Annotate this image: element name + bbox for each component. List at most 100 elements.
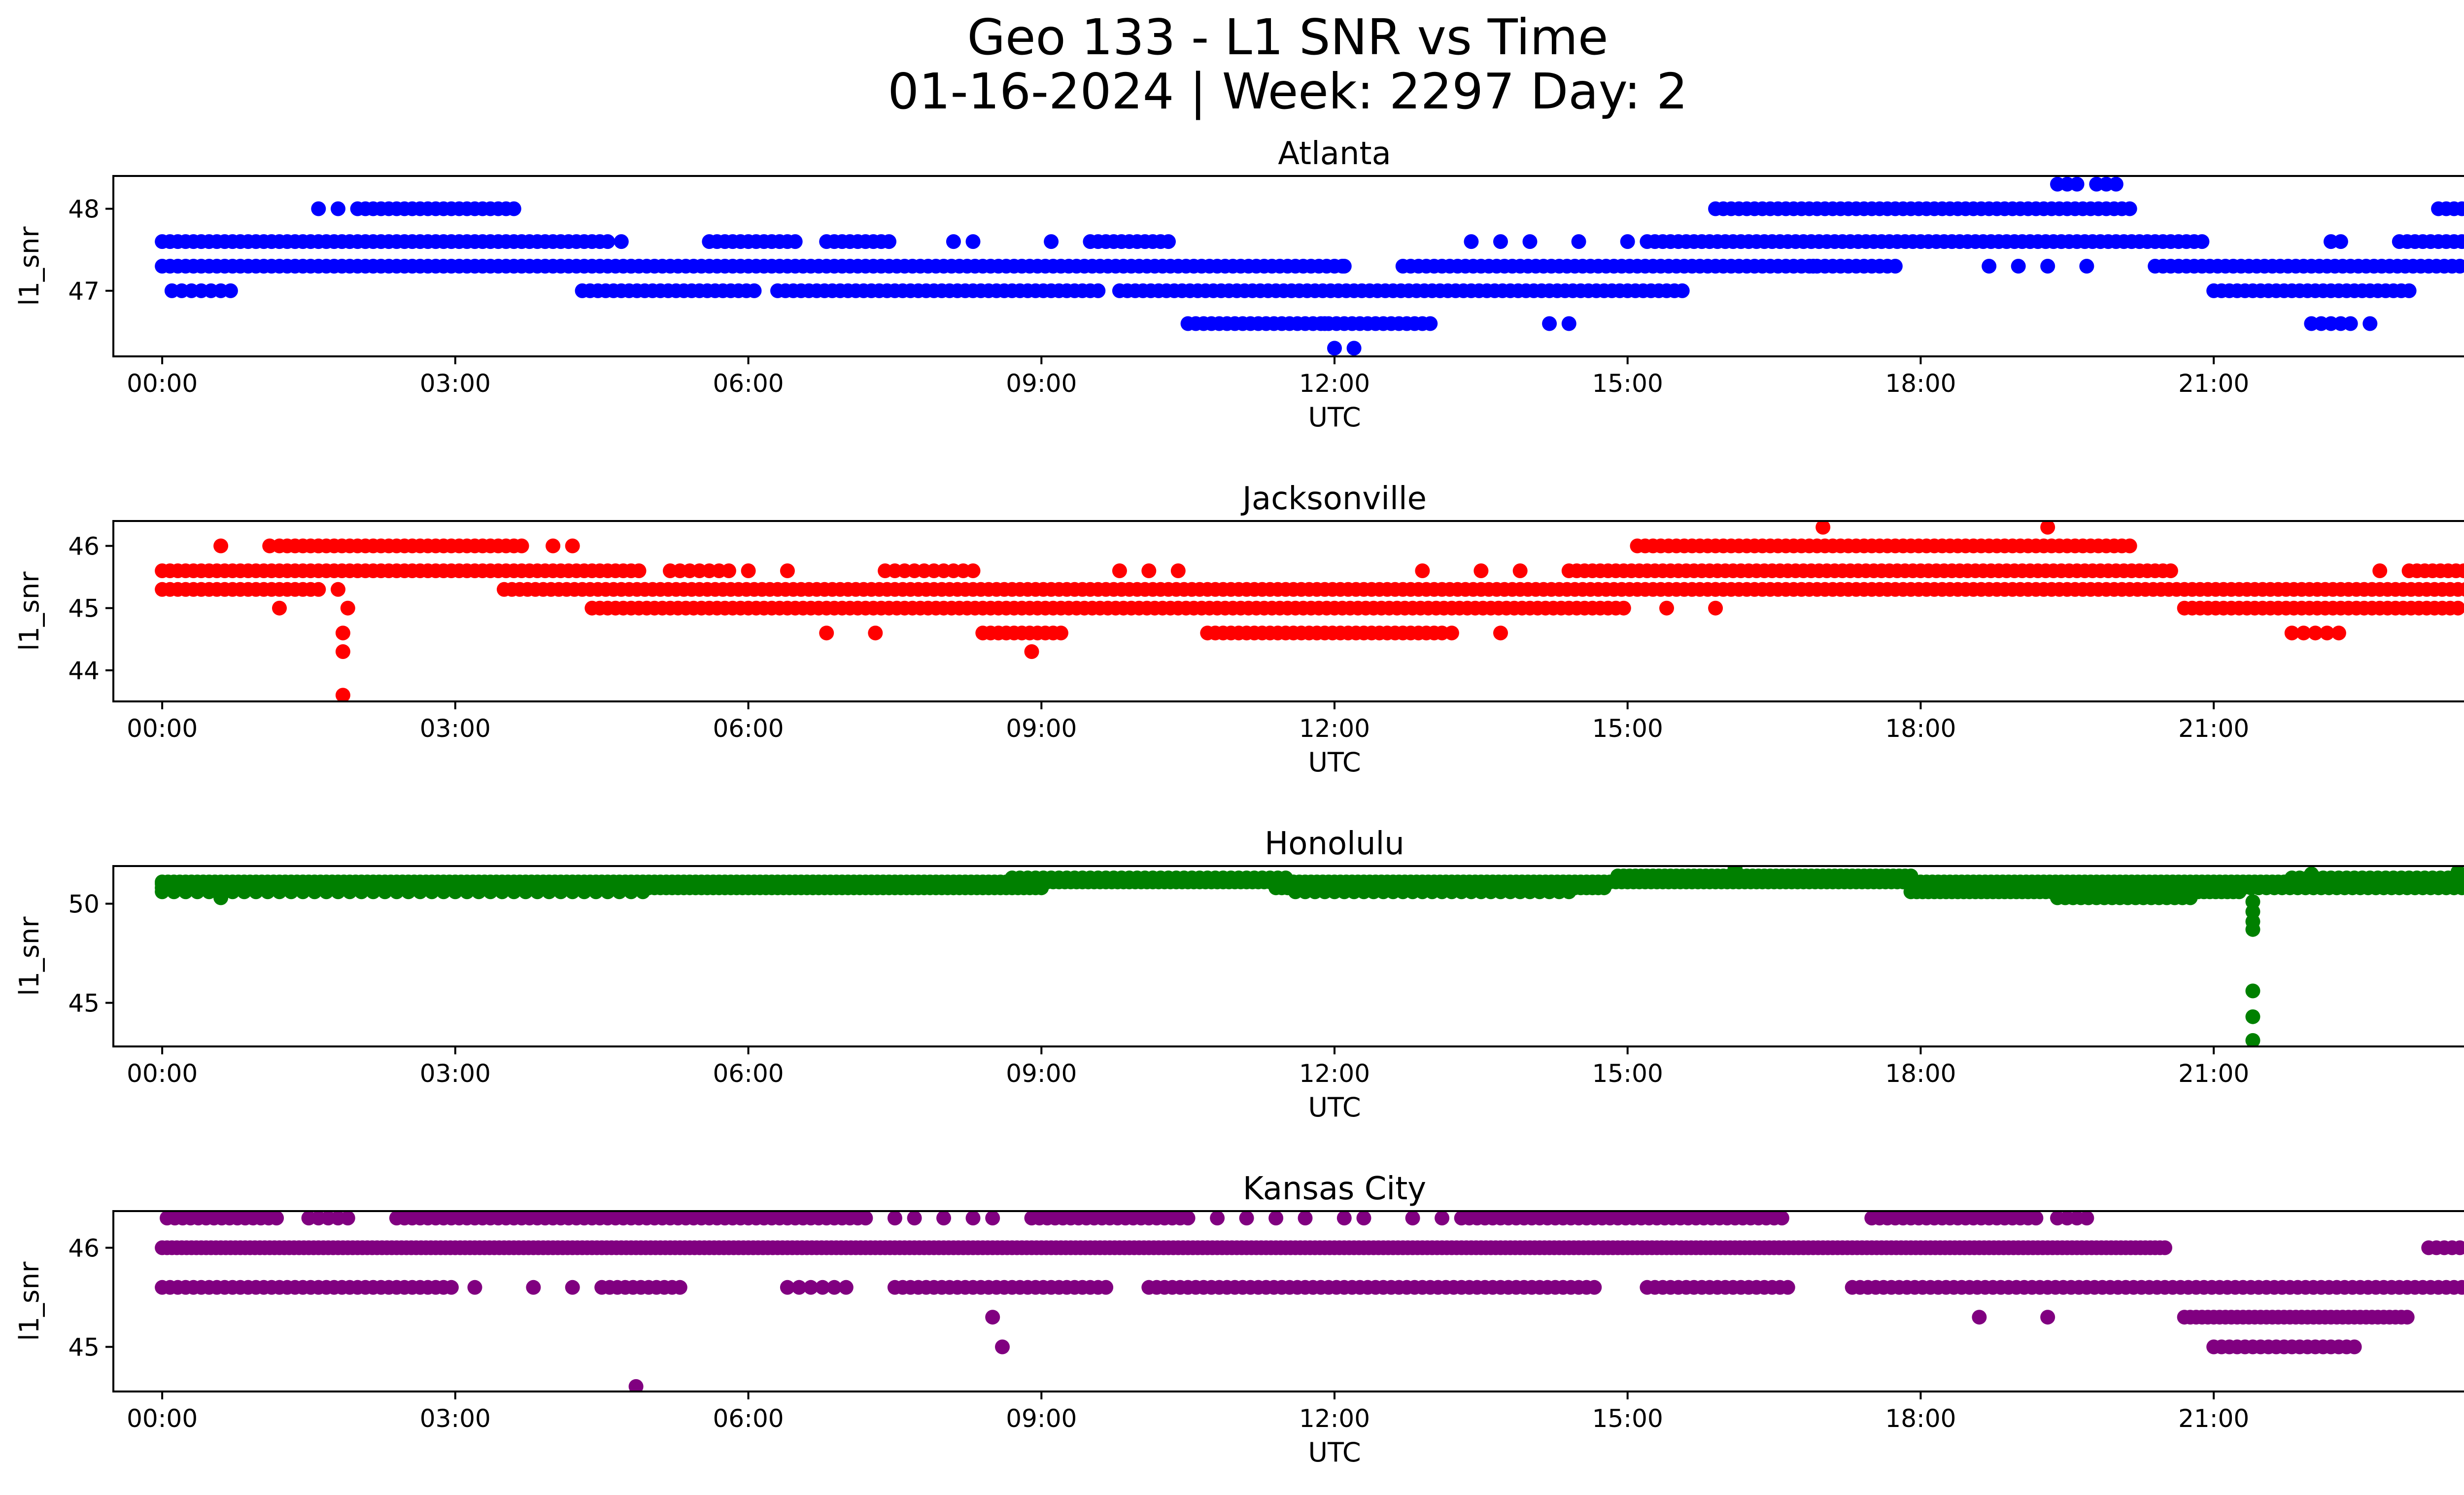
x-tick-label: 03:00 bbox=[420, 1404, 491, 1433]
data-point bbox=[1053, 626, 1068, 641]
data-point bbox=[553, 884, 568, 900]
data-point bbox=[882, 234, 896, 249]
data-point bbox=[1336, 1211, 1352, 1226]
x-tick-label: 09:00 bbox=[1006, 369, 1077, 398]
x-tick-label: 00:00 bbox=[127, 1059, 198, 1088]
data-point bbox=[2362, 316, 2378, 331]
data-point bbox=[2069, 176, 2085, 192]
data-point bbox=[2122, 201, 2137, 216]
data-point bbox=[340, 1211, 355, 1226]
x-tick-label: 21:00 bbox=[2178, 1404, 2249, 1433]
data-point bbox=[2320, 626, 2335, 641]
data-point bbox=[741, 563, 756, 578]
data-point bbox=[827, 1280, 842, 1295]
data-point bbox=[514, 538, 529, 554]
data-point bbox=[295, 884, 310, 900]
data-point bbox=[2450, 600, 2464, 616]
y-axis-label: l1_snr bbox=[14, 226, 45, 306]
data-point bbox=[272, 600, 287, 616]
data-point bbox=[1180, 1211, 1196, 1226]
data-point bbox=[985, 1211, 1000, 1226]
x-tick-label: 21:00 bbox=[2178, 369, 2249, 398]
data-point bbox=[1774, 1211, 1789, 1226]
data-point bbox=[1024, 644, 1039, 659]
data-point bbox=[483, 884, 498, 900]
data-point bbox=[600, 234, 616, 249]
data-point bbox=[412, 884, 428, 900]
data-point bbox=[2333, 234, 2348, 249]
data-point bbox=[2122, 538, 2137, 554]
data-point bbox=[1512, 563, 1528, 578]
data-point bbox=[1493, 234, 1508, 249]
x-tick-label: 15:00 bbox=[1592, 714, 1663, 743]
data-point bbox=[178, 884, 193, 900]
x-tick-label: 18:00 bbox=[1885, 1404, 1956, 1433]
data-point bbox=[237, 884, 252, 900]
data-point bbox=[1493, 626, 1508, 641]
data-point bbox=[577, 884, 592, 900]
x-tick-label: 09:00 bbox=[1006, 1059, 1077, 1088]
data-point bbox=[2079, 1211, 2094, 1226]
data-point bbox=[780, 563, 795, 578]
data-point bbox=[1887, 259, 1903, 274]
x-tick-label: 03:00 bbox=[420, 369, 491, 398]
data-point bbox=[1542, 316, 1557, 331]
data-point bbox=[780, 1280, 795, 1295]
data-point bbox=[965, 563, 981, 578]
data-point bbox=[2460, 1241, 2464, 1254]
data-point bbox=[542, 884, 557, 900]
x-tick-label: 21:00 bbox=[2178, 1059, 2249, 1088]
x-tick-label: 03:00 bbox=[420, 1059, 491, 1088]
data-point bbox=[546, 538, 561, 554]
data-point bbox=[2454, 1280, 2464, 1295]
data-point bbox=[1327, 341, 1342, 356]
x-tick-label: 12:00 bbox=[1299, 369, 1370, 398]
data-point bbox=[1239, 1211, 1254, 1226]
data-point bbox=[1161, 234, 1176, 249]
data-point bbox=[2040, 259, 2055, 274]
data-point bbox=[518, 884, 533, 900]
data-point bbox=[2304, 867, 2319, 882]
data-point bbox=[2372, 563, 2388, 578]
data-point bbox=[2454, 234, 2464, 249]
data-point bbox=[623, 884, 639, 900]
x-tick-label: 21:00 bbox=[2178, 714, 2249, 743]
data-point bbox=[190, 884, 205, 900]
data-point bbox=[1597, 880, 1612, 896]
data-point bbox=[2452, 1240, 2464, 1255]
data-point bbox=[342, 884, 357, 900]
data-point bbox=[965, 234, 981, 249]
subplot-title: Kansas City bbox=[1243, 1171, 1426, 1207]
data-point bbox=[2194, 234, 2210, 249]
data-point bbox=[447, 884, 463, 900]
data-point bbox=[2245, 1009, 2260, 1024]
data-point bbox=[166, 884, 181, 900]
data-point bbox=[672, 1280, 687, 1295]
figure-title-line2: 01-16-2024 | Week: 2297 Day: 2 bbox=[888, 63, 1687, 120]
data-point bbox=[269, 1211, 284, 1226]
data-point bbox=[2245, 1033, 2260, 1046]
data-point bbox=[1473, 563, 1489, 578]
data-point bbox=[2040, 1310, 2055, 1325]
data-point bbox=[2245, 983, 2260, 999]
data-point bbox=[389, 884, 404, 900]
subplot: 00:00 03:00 06:00 09:00 12:00 15:00 18:00 21:00… bbox=[14, 136, 2464, 433]
data-point bbox=[1423, 316, 1438, 331]
data-point bbox=[1727, 866, 1743, 875]
data-point bbox=[1708, 600, 1723, 616]
data-point bbox=[307, 884, 322, 900]
data-point bbox=[377, 884, 393, 900]
data-point bbox=[2157, 1240, 2172, 1255]
data-point bbox=[1620, 234, 1635, 249]
x-tick-label: 06:00 bbox=[713, 1404, 784, 1433]
data-point bbox=[1522, 234, 1538, 249]
x-tick-label: 09:00 bbox=[1006, 1404, 1077, 1433]
x-tick-label: 12:00 bbox=[1299, 714, 1370, 743]
data-point bbox=[1405, 1211, 1420, 1226]
data-point bbox=[2183, 890, 2198, 905]
subplot: 00:00 03:00 06:00 09:00 12:00 15:00 18:00 21:00… bbox=[14, 481, 2464, 778]
data-point bbox=[838, 1280, 854, 1295]
x-tick-label: 00:00 bbox=[127, 714, 198, 743]
data-point bbox=[1091, 283, 1106, 298]
